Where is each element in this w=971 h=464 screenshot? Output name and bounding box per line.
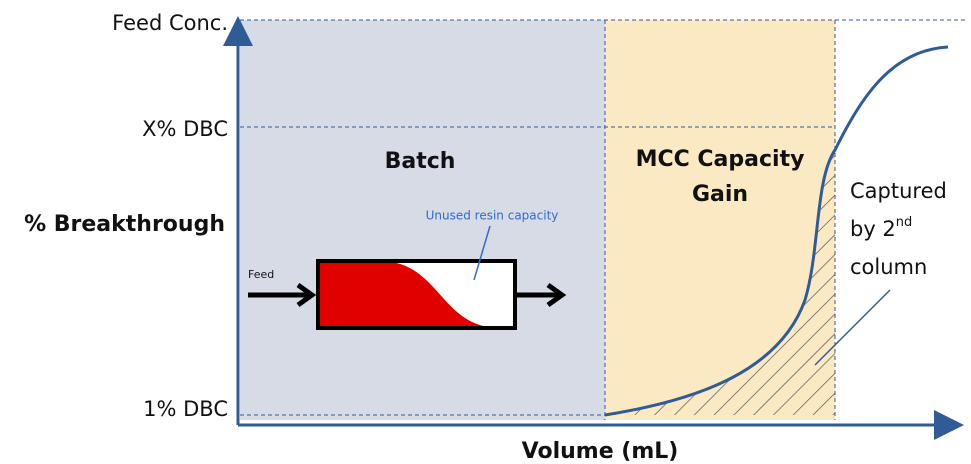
region-label: MCC Capacity xyxy=(636,147,805,172)
label: X% DBC xyxy=(142,117,228,141)
breakthrough-curve xyxy=(604,45,949,417)
captured-text: column xyxy=(850,255,927,279)
axis-title: % Breakthrough xyxy=(24,212,225,237)
batch-region xyxy=(240,20,605,420)
arrow-out xyxy=(515,282,567,308)
unused-area xyxy=(380,261,515,328)
arrow-in xyxy=(248,282,317,308)
captured-text: by 2nd xyxy=(850,215,912,242)
superscript: nd xyxy=(896,215,913,230)
guides xyxy=(240,19,965,420)
region-label: Gain xyxy=(692,182,748,207)
label: 1% DBC xyxy=(143,397,228,421)
feed-label: Feed xyxy=(248,268,274,281)
pointer xyxy=(473,225,491,281)
label: Feed Conc. xyxy=(112,11,228,35)
axis-title: Volume (mL) xyxy=(522,439,679,464)
hatched-area xyxy=(605,150,835,415)
captured-text: Captured xyxy=(850,179,947,203)
region-label: Batch xyxy=(385,149,456,174)
pointer xyxy=(814,289,891,366)
unused-label: Unused resin capacity xyxy=(426,209,559,223)
captured-text: by 2 xyxy=(850,217,896,241)
